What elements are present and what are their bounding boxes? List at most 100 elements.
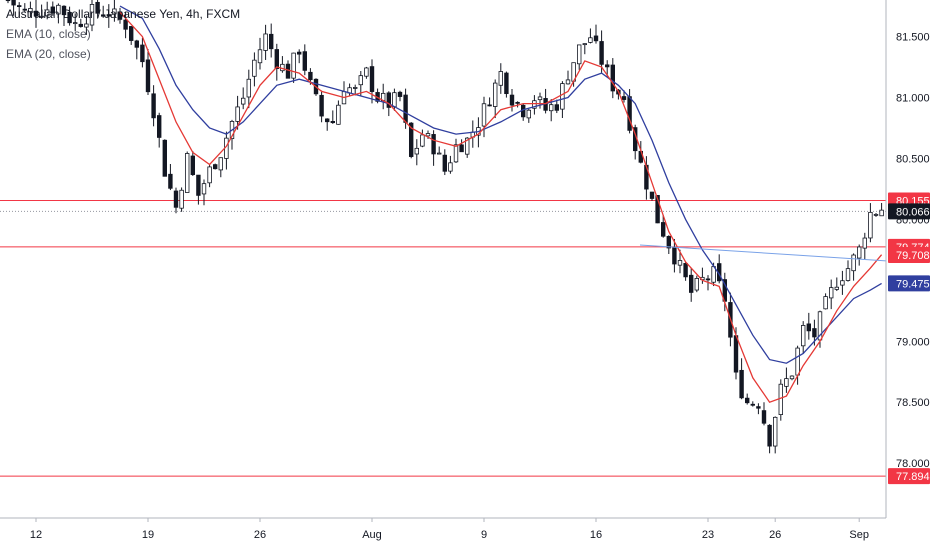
- candle-body[interactable]: [509, 94, 515, 106]
- candle-body[interactable]: [683, 263, 688, 278]
- candle-body[interactable]: [408, 122, 414, 157]
- candle-body[interactable]: [840, 280, 845, 286]
- candle-body[interactable]: [778, 383, 783, 415]
- candle-body[interactable]: [582, 43, 587, 46]
- candle-body[interactable]: [756, 406, 761, 409]
- trendline[interactable]: [639, 244, 887, 262]
- legend-ema10[interactable]: EMA (10, close): [6, 27, 91, 41]
- ema20-line[interactable]: [119, 5, 882, 364]
- candle-body[interactable]: [801, 325, 806, 347]
- candle-body[interactable]: [431, 134, 436, 155]
- candle-body[interactable]: [694, 278, 699, 291]
- candle-body[interactable]: [246, 78, 251, 98]
- price-tag[interactable]: [888, 246, 930, 263]
- candle-body[interactable]: [369, 66, 375, 92]
- candle-body[interactable]: [481, 103, 487, 127]
- candle-body[interactable]: [862, 237, 867, 249]
- candle-body[interactable]: [319, 94, 324, 117]
- candle-body[interactable]: [823, 296, 828, 310]
- candle-body[interactable]: [274, 49, 279, 69]
- candle-body[interactable]: [773, 416, 778, 447]
- candle-body[interactable]: [112, 8, 117, 15]
- candle-body[interactable]: [95, 1, 100, 14]
- candle-body[interactable]: [812, 328, 817, 338]
- candle-body[interactable]: [504, 72, 509, 95]
- candle-body[interactable]: [196, 174, 201, 196]
- candle-body[interactable]: [879, 209, 884, 217]
- price-tag[interactable]: [888, 468, 930, 485]
- candle-body[interactable]: [45, 9, 50, 17]
- candle-body[interactable]: [795, 347, 800, 376]
- candle-body[interactable]: [857, 246, 862, 259]
- candle-body[interactable]: [168, 173, 173, 189]
- candle-body[interactable]: [834, 286, 839, 290]
- candle-body[interactable]: [420, 134, 425, 147]
- candle-body[interactable]: [829, 287, 834, 299]
- candle-body[interactable]: [364, 67, 369, 77]
- candle-body[interactable]: [190, 155, 195, 176]
- candle-body[interactable]: [140, 44, 145, 63]
- candle-body[interactable]: [201, 183, 207, 195]
- candle-body[interactable]: [156, 115, 162, 138]
- candle-body[interactable]: [487, 104, 492, 107]
- candle-body[interactable]: [666, 235, 671, 249]
- candle-body[interactable]: [28, 8, 33, 12]
- candle-body[interactable]: [162, 139, 167, 177]
- candle-body[interactable]: [61, 5, 67, 16]
- candle-body[interactable]: [577, 44, 582, 65]
- candle-body[interactable]: [661, 222, 666, 237]
- candle-body[interactable]: [705, 278, 711, 281]
- candle-body[interactable]: [179, 189, 184, 209]
- candle-body[interactable]: [689, 274, 694, 293]
- time-axis[interactable]: 12 19 26 Aug 9 16 23 26 Sep: [0, 517, 932, 550]
- candle-body[interactable]: [39, 15, 44, 18]
- price-tag[interactable]: [888, 275, 930, 292]
- candle-body[interactable]: [554, 104, 559, 111]
- candle-body[interactable]: [605, 64, 610, 68]
- candle-body[interactable]: [252, 59, 257, 77]
- candle-body[interactable]: [128, 26, 134, 41]
- candle-body[interactable]: [599, 41, 604, 65]
- candle-body[interactable]: [464, 137, 470, 155]
- candle-body[interactable]: [621, 96, 627, 100]
- candle-body[interactable]: [330, 121, 335, 124]
- price-axis[interactable]: 81.50081.00080.50080.00079.50079.00078.5…: [885, 0, 932, 518]
- candle-body[interactable]: [845, 268, 851, 281]
- candle-body[interactable]: [789, 375, 795, 380]
- candle-body[interactable]: [459, 144, 464, 153]
- candle-body[interactable]: [324, 118, 330, 123]
- candle-body[interactable]: [207, 166, 212, 184]
- candle-body[interactable]: [173, 190, 179, 208]
- candle-body[interactable]: [5, 0, 11, 2]
- candle-body[interactable]: [537, 96, 543, 101]
- candle-body[interactable]: [436, 152, 442, 155]
- candle-body[interactable]: [184, 153, 190, 193]
- candle-body[interactable]: [868, 211, 873, 239]
- candle-body[interactable]: [784, 378, 789, 387]
- candle-body[interactable]: [677, 260, 683, 266]
- candle-body[interactable]: [257, 49, 263, 64]
- candle-body[interactable]: [610, 64, 615, 92]
- candle-body[interactable]: [352, 87, 358, 89]
- candle-body[interactable]: [453, 144, 459, 163]
- candle-body[interactable]: [106, 14, 111, 17]
- candle-body[interactable]: [392, 92, 397, 108]
- candle-body[interactable]: [134, 40, 139, 48]
- candle-body[interactable]: [67, 11, 72, 24]
- ema10-line[interactable]: [119, 11, 883, 403]
- candle-body[interactable]: [767, 424, 772, 447]
- candle-body[interactable]: [145, 59, 151, 93]
- candle-body[interactable]: [240, 97, 246, 105]
- candle-body[interactable]: [526, 109, 531, 119]
- candle-body[interactable]: [560, 83, 565, 110]
- candle-body[interactable]: [78, 23, 83, 27]
- candle-body[interactable]: [268, 33, 274, 50]
- candle-body[interactable]: [218, 157, 223, 171]
- candle-body[interactable]: [750, 403, 755, 406]
- candle-body[interactable]: [515, 101, 520, 104]
- candle-body[interactable]: [414, 147, 419, 155]
- candle-body[interactable]: [655, 195, 660, 224]
- candle-body[interactable]: [212, 164, 218, 170]
- candle-body[interactable]: [739, 369, 744, 399]
